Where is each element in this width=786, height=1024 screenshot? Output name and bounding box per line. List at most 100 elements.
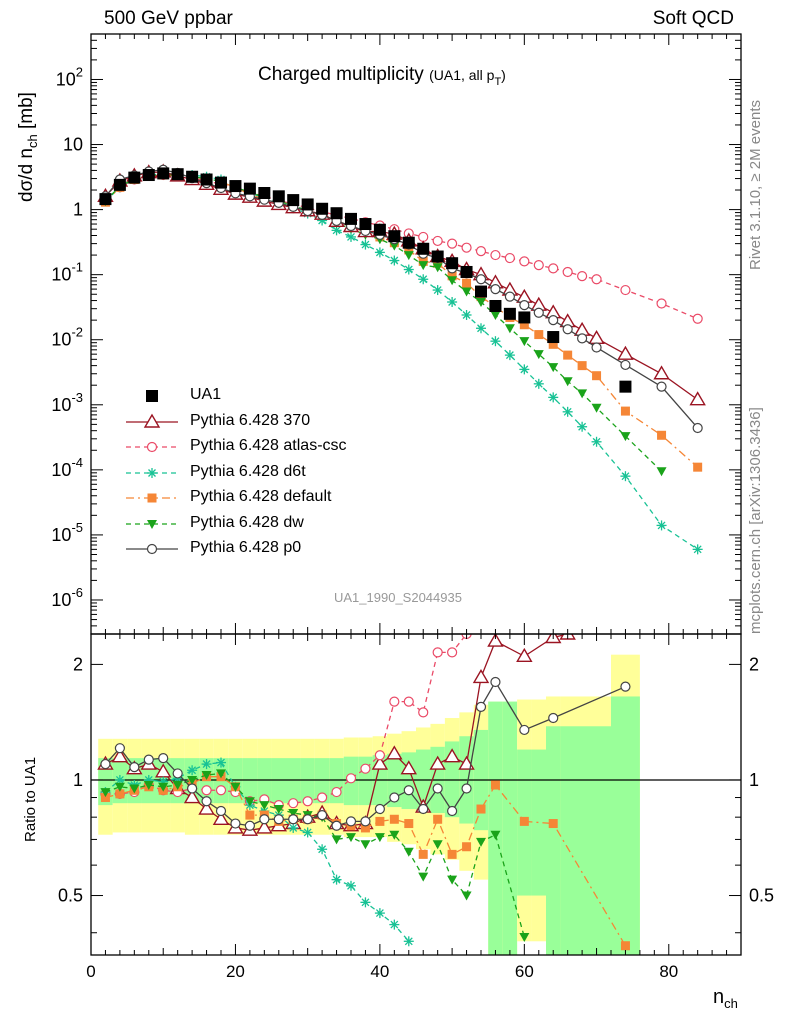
header-left: 500 GeV ppbar [104,8,233,29]
point-d6t [360,239,371,250]
point-dw [476,298,486,308]
ratio-point-dw [490,830,501,840]
point-default [657,430,667,440]
ratio-point-370 [212,810,230,825]
ratio-point-atlas-csc [201,785,212,796]
point-default [404,245,414,255]
ratio-point-dw [360,840,371,850]
point-atlas-csc [620,284,631,296]
legend-label: Pythia 6.428 dw [190,513,304,531]
ratio-point-370 [472,669,490,684]
point-p0 [562,324,573,335]
ratio-point-default [115,789,125,799]
ratio-point-atlas-csc [288,798,299,809]
legend-marker-UA1 [146,390,158,402]
point-default [563,350,573,360]
ratio-point-p0 [215,805,227,817]
ratio-point-default [476,804,486,814]
point-default [447,271,457,281]
point-dw [577,389,588,399]
band-inner [300,758,315,804]
point-default [577,361,587,371]
ratio-point-dw [288,809,299,819]
ratio-point-dw [432,840,443,850]
header-right: Soft QCD [652,8,734,29]
point-UA1 [316,202,329,215]
ratio-point-default [447,849,457,859]
x-axis-label: nch [713,986,738,1011]
point-UA1 [417,242,430,255]
legend-swatch [146,390,158,402]
ratio-point-370 [400,760,417,775]
point-UA1 [113,178,126,191]
ratio-point-dw [114,782,125,792]
point-default [620,406,630,416]
x-tick-label: 20 [226,962,245,981]
ratio-point-atlas-csc [360,763,371,774]
ratio-point-dw [519,932,530,942]
ratio-point-370 [386,745,403,760]
point-dw [389,241,400,251]
point-370 [617,345,634,360]
ratio-point-d6t [187,765,198,776]
ratio-point-p0 [100,758,111,770]
point-d6t [504,350,515,361]
point-atlas-csc [504,252,515,264]
point-dw [418,261,429,271]
point-UA1 [446,257,459,270]
point-UA1 [402,236,415,249]
point-p0 [692,422,703,434]
legend-label: Pythia 6.428 d6t [190,462,306,480]
ratio-point-default [418,849,428,859]
y-tick-label: 10 [63,135,83,155]
point-p0 [490,283,501,295]
point-UA1 [258,186,271,199]
point-default [592,371,602,381]
ratio-point-p0 [114,743,125,754]
side-label-rivet: Rivet 3.1.10, ≥ 2M events [747,100,764,270]
point-UA1 [388,230,401,243]
ratio-point-default [620,941,630,951]
ratio-point-atlas-csc [215,785,227,796]
ratio-point-p0 [519,724,530,736]
legend-marker-dw [147,519,157,529]
point-p0 [591,342,602,353]
legend-label: Pythia 6.428 p0 [190,539,302,556]
ratio-point-dw [172,781,183,791]
ratio-y-tick-label-right: 0.5 [749,886,774,906]
point-default [534,330,544,340]
main-series-group [97,163,706,555]
ratio-point-dw [158,782,169,792]
y-tick-label: 10-6 [51,585,83,610]
ratio-point-p0 [331,820,342,831]
ratio-point-dw [259,801,270,811]
ratio-point-atlas-csc [302,796,313,807]
legend-label: Pythia 6.428 atlas-csc [190,437,347,454]
point-d6t [490,336,501,347]
point-d6t [656,520,667,531]
ratio-point-p0 [172,768,183,779]
ratio-point-d6t [317,844,328,855]
ratio-point-d6t [389,919,400,930]
ratio-point-p0 [201,796,212,807]
ratio-point-default [375,816,385,826]
x-tick-label: 80 [659,962,678,981]
point-atlas-csc [519,256,530,267]
ratio-point-d6t [331,874,342,885]
point-default [433,258,443,268]
ratio-y-tick-label-left: 0.5 [58,886,83,906]
ratio-point-p0 [129,762,140,773]
legend-swatch [126,493,178,503]
point-default [462,278,472,288]
legend-marker-atlas-csc [146,441,158,453]
point-p0 [548,315,559,326]
x-tick-label: 60 [515,962,534,981]
legend-swatch [126,519,178,529]
ratio-point-dw [476,837,486,847]
point-atlas-csc [548,263,559,274]
point-d6t [548,392,559,403]
point-UA1 [287,194,300,207]
y-tick-label: 102 [56,64,83,89]
y-tick-label: 10-5 [51,520,83,545]
ratio-point-atlas-csc [447,647,458,658]
